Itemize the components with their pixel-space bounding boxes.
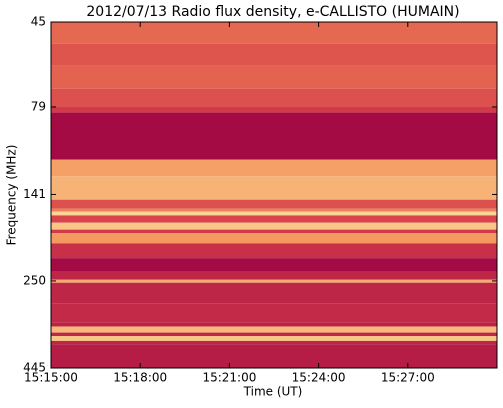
spectrum-band [51, 112, 497, 160]
spectrum-band [51, 88, 497, 107]
x-tick-label: 15:18:00 [113, 371, 167, 385]
spectrum-band [51, 335, 497, 341]
spectrum-band [51, 215, 497, 223]
plot-frame [50, 21, 498, 369]
y-tick-label: 141 [23, 187, 46, 201]
y-tick-label: 250 [23, 273, 46, 287]
spectrum-band [51, 303, 497, 323]
spectrum-band [51, 106, 497, 113]
spectrum-band [51, 243, 497, 259]
spectrum-band [51, 282, 497, 304]
spectrum-band [51, 229, 497, 233]
spectrum-band [51, 279, 497, 283]
spectrum-band [51, 340, 497, 345]
x-tick-label: 15:21:00 [202, 371, 256, 385]
x-axis-label: Time (UT) [243, 385, 303, 399]
spectrum-band [51, 199, 497, 209]
spectrum-band [51, 208, 497, 212]
spectrum-band [51, 222, 497, 230]
chart-title: 2012/07/13 Radio flux density, e-CALLIST… [86, 4, 459, 20]
y-tick-label: 45 [31, 15, 46, 29]
x-tick-label: 15:27:00 [381, 371, 435, 385]
x-tick-label: 15:24:00 [292, 371, 346, 385]
y-tick-label: 79 [31, 99, 46, 113]
spectrum-band [51, 326, 497, 333]
y-tick-label: 445 [23, 361, 46, 375]
spectrum-band [51, 65, 497, 89]
spectrum-band [51, 232, 497, 244]
spectrum-band [51, 322, 497, 327]
y-axis-label: Frequency (MHz) [5, 145, 19, 246]
x-tick-label: 15:15:00 [24, 371, 78, 385]
spectrum-band [51, 258, 497, 272]
spectrum-band [51, 332, 497, 336]
spectrum-band [51, 176, 497, 200]
spectrum-band [51, 159, 497, 177]
spectrum-band [51, 211, 497, 216]
spectrum-band [51, 344, 497, 368]
spectrum-band [51, 22, 497, 44]
spectrum-band [51, 271, 497, 280]
spectrum-band [51, 43, 497, 66]
